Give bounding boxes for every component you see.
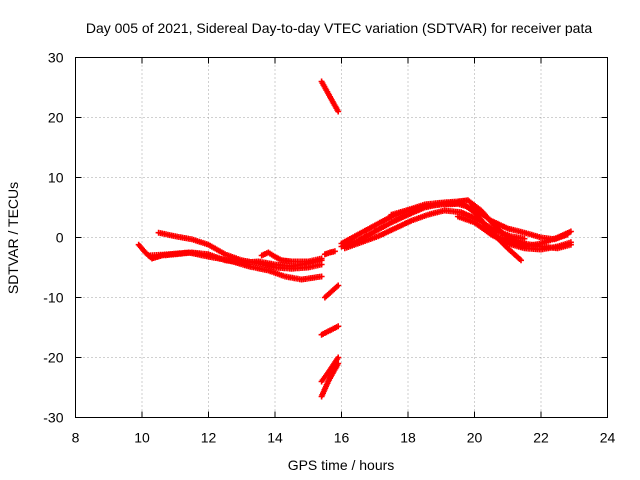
chart-title: Day 005 of 2021, Sidereal Day-to-day VTE… bbox=[86, 20, 593, 36]
data-point bbox=[172, 233, 193, 242]
data-point bbox=[282, 273, 303, 283]
series-arc-2 bbox=[321, 248, 338, 258]
series-arc-6 bbox=[318, 360, 342, 400]
y-axis: -30 -20 -10 0 10 20 30 bbox=[43, 50, 608, 426]
data-point bbox=[321, 289, 334, 301]
data-point bbox=[491, 222, 510, 240]
data-point bbox=[567, 239, 574, 246]
x-tick-label: 8 bbox=[72, 430, 80, 446]
y-axis-label: SDTVAR / TECUs bbox=[5, 182, 21, 294]
x-tick-label: 18 bbox=[400, 430, 416, 446]
data-point bbox=[318, 261, 325, 268]
data-point bbox=[464, 197, 483, 213]
x-tick-label: 24 bbox=[600, 430, 616, 446]
data-point bbox=[567, 228, 574, 235]
series-track-10 bbox=[488, 228, 574, 250]
data-point bbox=[371, 220, 393, 235]
data-point bbox=[205, 253, 230, 263]
y-tick-label: -10 bbox=[43, 290, 63, 306]
series-arc-1 bbox=[318, 78, 342, 115]
data-point bbox=[355, 229, 377, 244]
data-point bbox=[335, 354, 342, 361]
series-track-3 bbox=[145, 249, 325, 283]
data-point bbox=[326, 324, 340, 334]
data-point bbox=[471, 219, 493, 237]
data-point bbox=[355, 223, 377, 238]
data-point bbox=[441, 207, 463, 216]
data-point bbox=[135, 241, 148, 255]
data-point bbox=[335, 323, 342, 330]
data-point bbox=[145, 251, 170, 259]
x-tick-label: 16 bbox=[334, 430, 350, 446]
x-tick-label: 20 bbox=[467, 430, 483, 446]
y-tick-label: -20 bbox=[43, 350, 63, 366]
data-point bbox=[325, 362, 341, 385]
data-point bbox=[405, 205, 426, 218]
data-point bbox=[474, 216, 496, 233]
y-tick-label: 30 bbox=[48, 50, 64, 66]
x-tick-label: 22 bbox=[533, 430, 549, 446]
x-tick-label: 14 bbox=[267, 430, 283, 446]
data-point bbox=[478, 207, 497, 228]
data-point bbox=[205, 241, 227, 257]
data-point bbox=[165, 249, 190, 258]
x-tick-label: 10 bbox=[134, 430, 150, 446]
data-point bbox=[458, 209, 480, 222]
series-arc-3 bbox=[321, 282, 342, 301]
data-point bbox=[272, 253, 283, 263]
data-point bbox=[388, 212, 410, 226]
data-points bbox=[135, 78, 574, 400]
data-point bbox=[335, 360, 342, 367]
y-tick-label: 10 bbox=[48, 170, 64, 186]
data-point bbox=[318, 273, 325, 280]
data-point bbox=[298, 273, 323, 283]
series-track-2 bbox=[155, 229, 325, 272]
data-point bbox=[331, 248, 338, 255]
series-arc-4 bbox=[318, 323, 342, 338]
x-axis-label: GPS time / hours bbox=[288, 457, 395, 473]
data-point bbox=[335, 282, 342, 289]
grid bbox=[75, 57, 608, 418]
data-point bbox=[265, 249, 277, 259]
x-axis: 8 10 12 14 16 18 20 22 24 bbox=[72, 57, 616, 446]
data-point bbox=[325, 356, 341, 376]
data-point bbox=[185, 249, 210, 260]
data-point bbox=[328, 283, 340, 295]
x-tick-label: 12 bbox=[201, 430, 217, 446]
data-point bbox=[225, 257, 250, 269]
data-point bbox=[326, 248, 337, 256]
data-point bbox=[318, 255, 325, 262]
data-point bbox=[375, 226, 396, 240]
data-point bbox=[325, 90, 341, 113]
data-point bbox=[155, 229, 177, 239]
y-tick-label: 0 bbox=[56, 230, 64, 246]
data-point bbox=[391, 218, 413, 232]
data-point bbox=[504, 245, 523, 262]
y-tick-label: 20 bbox=[48, 110, 64, 126]
data-point bbox=[335, 108, 342, 115]
data-point bbox=[321, 250, 332, 258]
series-arc-5 bbox=[318, 354, 342, 385]
data-point bbox=[318, 78, 331, 95]
y-tick-label: -30 bbox=[43, 410, 63, 426]
data-point bbox=[245, 263, 270, 274]
data-point bbox=[371, 214, 393, 229]
series-track-4 bbox=[258, 249, 325, 265]
data-point bbox=[518, 257, 524, 264]
data-point bbox=[318, 371, 331, 385]
